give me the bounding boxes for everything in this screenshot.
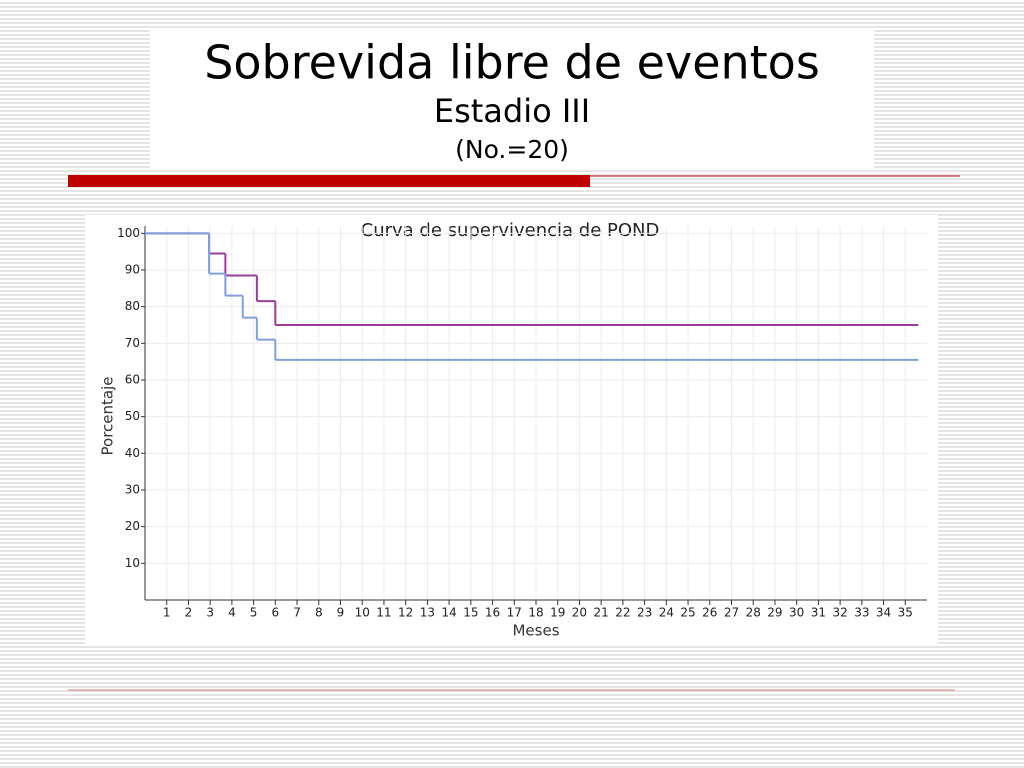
y-tick-label: 80: [125, 299, 140, 313]
x-tick-label: 16: [485, 606, 500, 620]
x-tick-label: 1: [163, 606, 171, 620]
x-tick-label: 18: [528, 606, 543, 620]
x-tick-label: 3: [206, 606, 214, 620]
x-tick-label: 33: [854, 606, 869, 620]
y-tick-label: 10: [125, 556, 140, 570]
x-tick-label: 14: [441, 606, 456, 620]
y-tick-label: 60: [125, 373, 140, 387]
x-tick-label: 11: [376, 606, 391, 620]
x-tick-label: 26: [702, 606, 717, 620]
x-tick-label: 10: [355, 606, 370, 620]
x-tick-label: 17: [507, 606, 522, 620]
x-tick-label: 19: [550, 606, 565, 620]
x-tick-label: 27: [724, 606, 739, 620]
y-tick-label: 20: [125, 519, 140, 533]
x-tick-label: 30: [789, 606, 804, 620]
x-tick-label: 31: [811, 606, 826, 620]
y-axis-label: Porcentaje: [99, 377, 117, 456]
x-tick-label: 8: [315, 606, 323, 620]
x-tick-label: 7: [293, 606, 301, 620]
x-tick-label: 15: [463, 606, 478, 620]
x-axis-label: Meses: [512, 622, 559, 640]
x-tick-label: 32: [832, 606, 847, 620]
x-tick-label: 22: [615, 606, 630, 620]
x-tick-label: 4: [228, 606, 236, 620]
x-tick-label: 13: [420, 606, 435, 620]
x-tick-label: 20: [572, 606, 587, 620]
chart-background: [85, 215, 938, 645]
slide-note: (No.=20): [455, 135, 569, 164]
y-tick-label: 40: [125, 446, 140, 460]
x-tick-label: 35: [898, 606, 913, 620]
slide-subtitle: Estadio III: [434, 92, 590, 130]
y-tick-label: 30: [125, 483, 140, 497]
x-tick-label: 5: [250, 606, 258, 620]
x-tick-label: 28: [746, 606, 761, 620]
y-tick-label: 70: [125, 336, 140, 350]
x-tick-label: 6: [272, 606, 280, 620]
title-area: [150, 30, 874, 170]
x-tick-label: 25: [680, 606, 695, 620]
x-tick-label: 12: [398, 606, 413, 620]
x-tick-label: 29: [767, 606, 782, 620]
slide-title: Sobrevida libre de eventos: [204, 36, 820, 90]
x-tick-label: 34: [876, 606, 891, 620]
accent-bar: [68, 175, 590, 187]
y-tick-label: 50: [125, 409, 140, 423]
x-tick-label: 21: [594, 606, 609, 620]
y-tick-label: 90: [125, 263, 140, 277]
y-tick-label: 100: [117, 226, 140, 240]
x-tick-label: 9: [337, 606, 345, 620]
chart-title: Curva de supervivencia de POND: [361, 220, 660, 241]
x-tick-label: 23: [637, 606, 652, 620]
x-tick-label: 24: [659, 606, 674, 620]
x-tick-label: 2: [185, 606, 193, 620]
